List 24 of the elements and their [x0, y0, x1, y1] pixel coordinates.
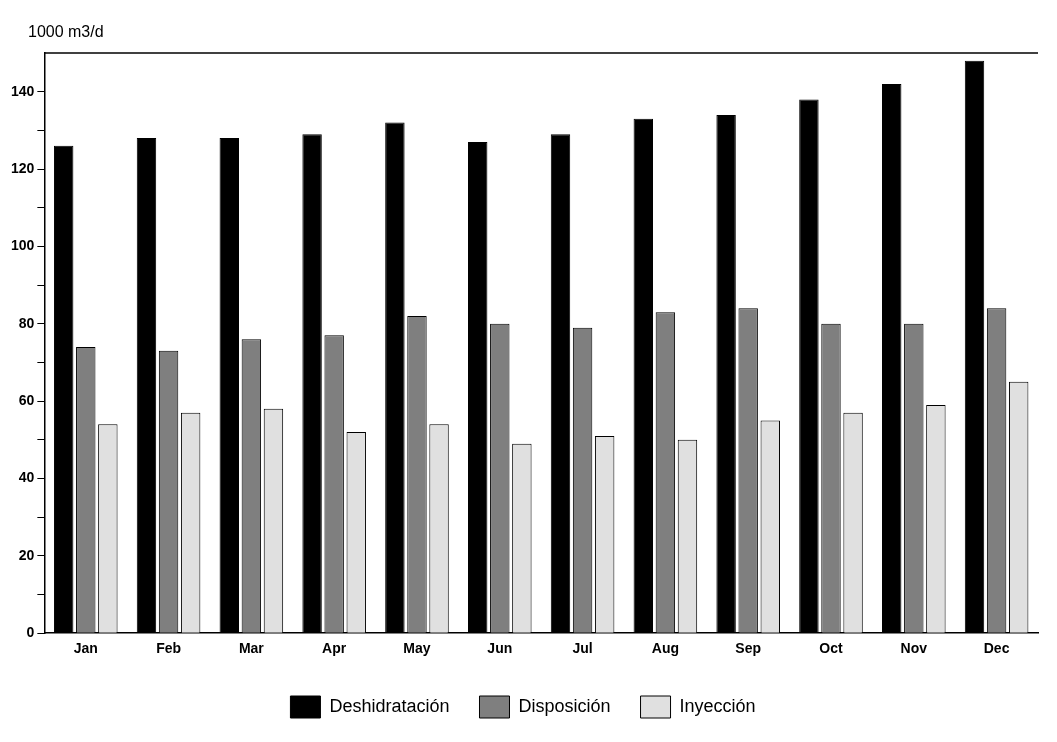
- legend-label: Inyección: [679, 695, 756, 716]
- y-tick-label: 140: [11, 82, 35, 99]
- x-tick-label: Dec: [983, 640, 1010, 657]
- legend-label: Deshidratación: [329, 695, 450, 716]
- x-tick-label: Mar: [238, 640, 265, 657]
- y-tick-label: 100: [11, 237, 35, 254]
- x-tick-label: Sep: [735, 640, 762, 657]
- x-tick-label: Jan: [73, 640, 98, 657]
- x-tick-label: Feb: [156, 640, 182, 657]
- y-tick-label: 80: [18, 314, 35, 331]
- legend-label: Disposición: [518, 695, 611, 716]
- y-tick-label: 0: [26, 624, 35, 641]
- y-tick-label: 20: [18, 546, 35, 563]
- x-tick-label: Nov: [900, 640, 928, 657]
- y-tick-label: 120: [11, 159, 35, 176]
- x-tick-label: Jun: [487, 640, 513, 657]
- y-axis-title: 1000 m3/d: [28, 23, 104, 41]
- x-tick-label: Jul: [572, 640, 593, 657]
- x-tick-label: Aug: [651, 640, 679, 657]
- y-tick-label: 60: [18, 391, 35, 408]
- y-tick-label: 40: [18, 469, 35, 486]
- x-tick-label: May: [403, 640, 431, 657]
- x-tick-label: Apr: [322, 640, 347, 657]
- x-tick-label: Oct: [819, 640, 843, 657]
